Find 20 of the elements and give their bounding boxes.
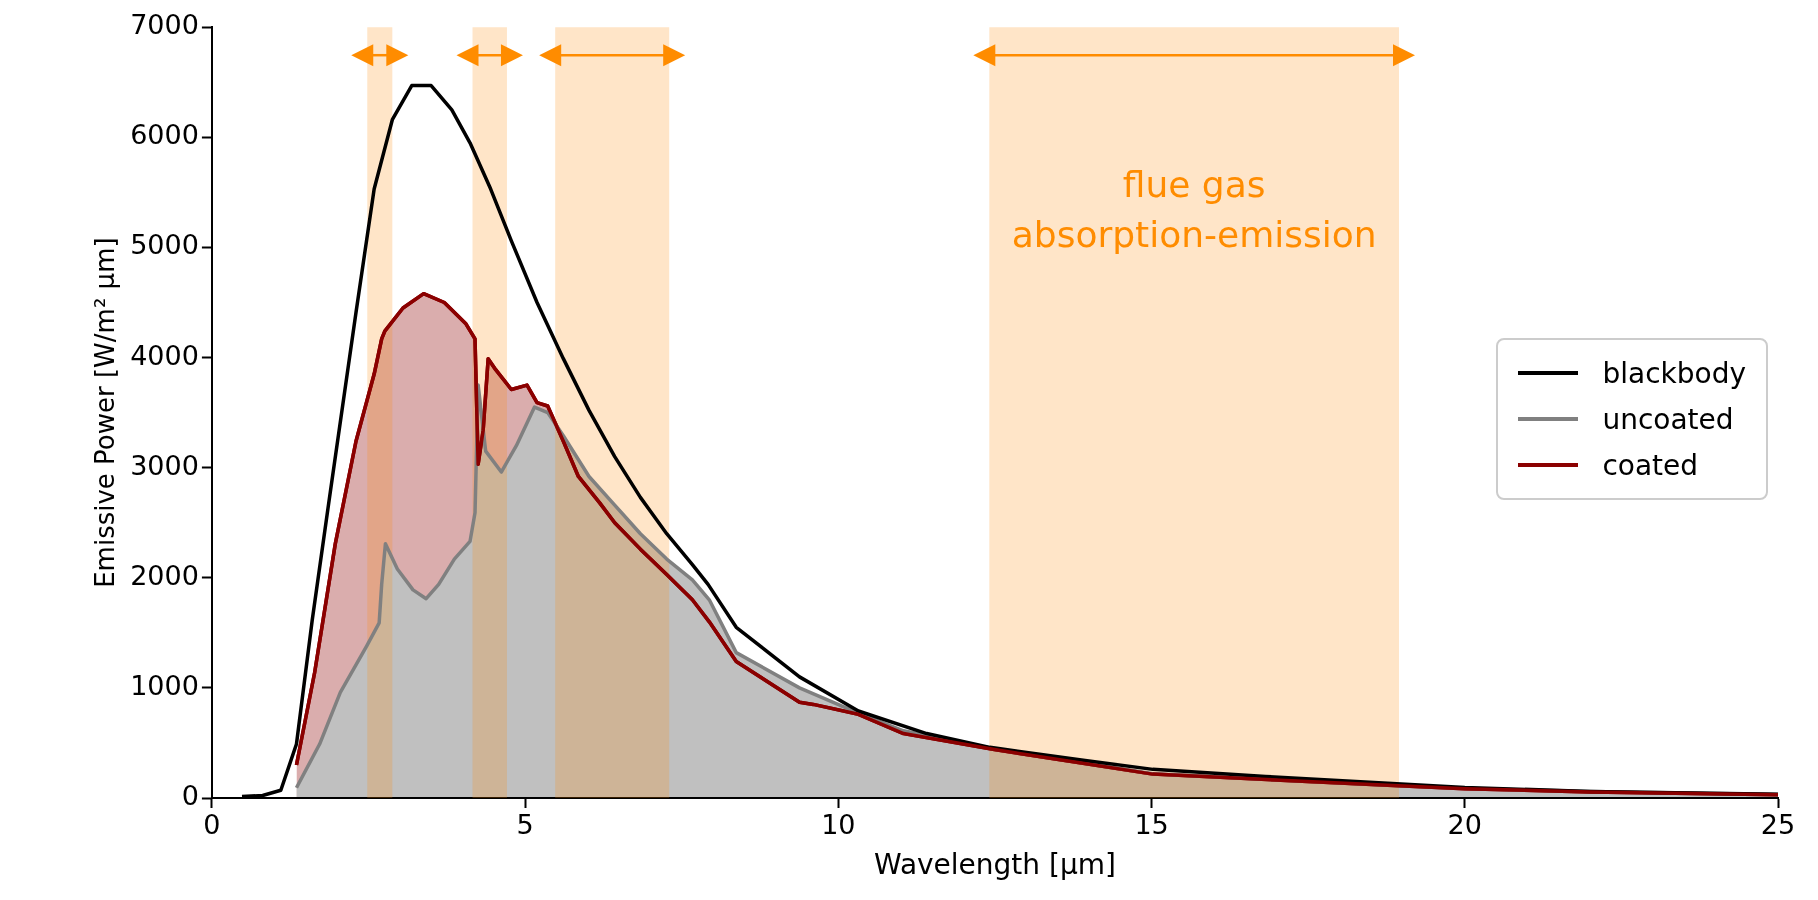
x-tick-label: 15 (1134, 809, 1169, 841)
legend-label: uncoated (1602, 402, 1734, 436)
y-axis-title: Emissive Power [W/m² µm] (90, 237, 121, 588)
x-tick-label: 10 (821, 809, 856, 841)
y-tick-label: 7000 (130, 9, 199, 41)
x-tick-label: 5 (516, 809, 534, 841)
y-tick-label: 4000 (130, 339, 199, 371)
y-tick-label: 2000 (130, 559, 199, 591)
y-tick-label: 5000 (130, 229, 199, 261)
legend-label: coated (1602, 448, 1699, 482)
x-tick-label: 25 (1760, 809, 1796, 841)
legend-label: blackbody (1602, 356, 1746, 390)
band-label: flue gas absorption-emission (1011, 163, 1377, 255)
x-tick-label: 20 (1447, 809, 1482, 841)
y-tick-label: 6000 (130, 119, 199, 151)
x-tick-label: 0 (203, 809, 221, 841)
y-tick-label: 1000 (130, 669, 199, 701)
x-axis-title: Wavelength [µm] (873, 848, 1116, 882)
y-tick-label: 0 (181, 780, 199, 812)
y-tick-label: 3000 (130, 449, 199, 481)
